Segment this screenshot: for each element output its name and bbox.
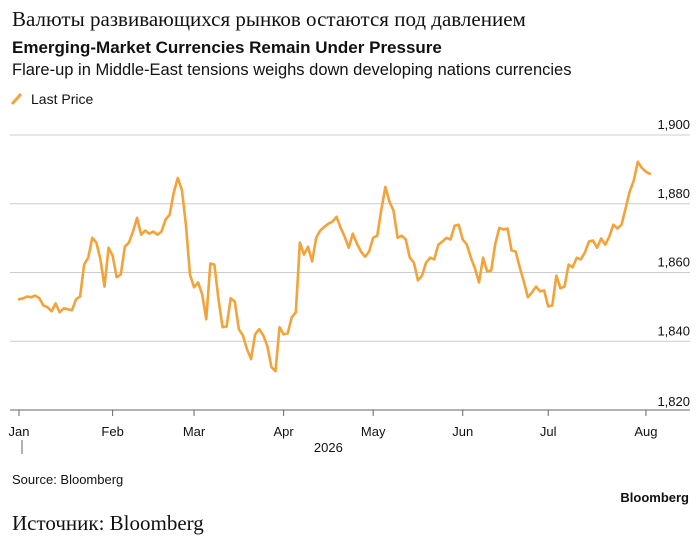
x-tick-label: Mar [183,424,206,439]
y-tick-label: 1,860 [657,255,690,270]
legend-label: Last Price [31,91,93,107]
source: Source: Bloomberg [12,472,123,487]
x-tick-label: Feb [101,424,123,439]
caption: Источник: Bloomberg [12,511,204,535]
chart-title: Emerging-Market Currencies Remain Under … [12,38,442,57]
year-label: 2026 [314,440,343,455]
y-tick-label: 1,880 [657,186,690,201]
chart-subtitle: Flare-up in Middle-East tensions weighs … [12,61,571,79]
y-tick-label: 1,900 [657,117,690,132]
brand: Bloomberg [620,490,689,505]
y-tick-label: 1,820 [657,394,690,409]
price-line [17,160,652,373]
x-tick-label: Apr [273,424,294,439]
x-tick-label: Jun [452,424,473,439]
y-tick-label: 1,840 [657,323,690,338]
x-tick-label: Jan [9,424,30,439]
translated-title: Валюты развивающихся рынков остаются под… [12,7,526,31]
x-tick-label: Jul [540,424,557,439]
legend-swatch [10,92,23,106]
x-tick-label: May [361,424,386,439]
x-tick-label: Aug [634,424,657,439]
